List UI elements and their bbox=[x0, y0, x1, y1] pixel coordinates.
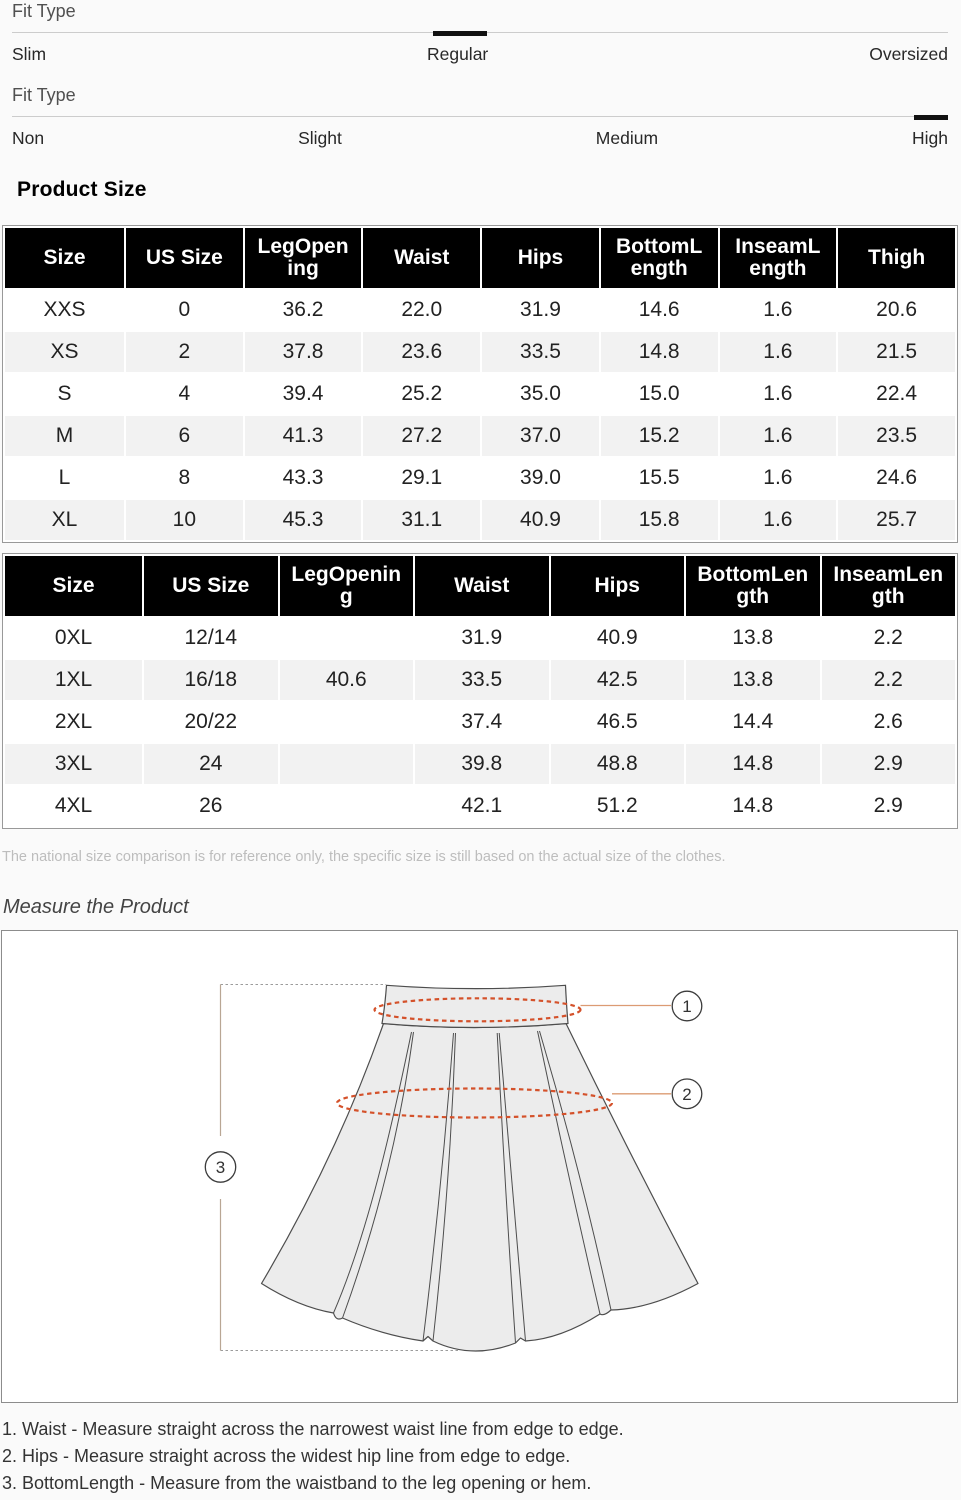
svg-text:3: 3 bbox=[216, 1158, 225, 1177]
svg-text:2: 2 bbox=[682, 1085, 691, 1104]
svg-text:1: 1 bbox=[682, 997, 691, 1016]
